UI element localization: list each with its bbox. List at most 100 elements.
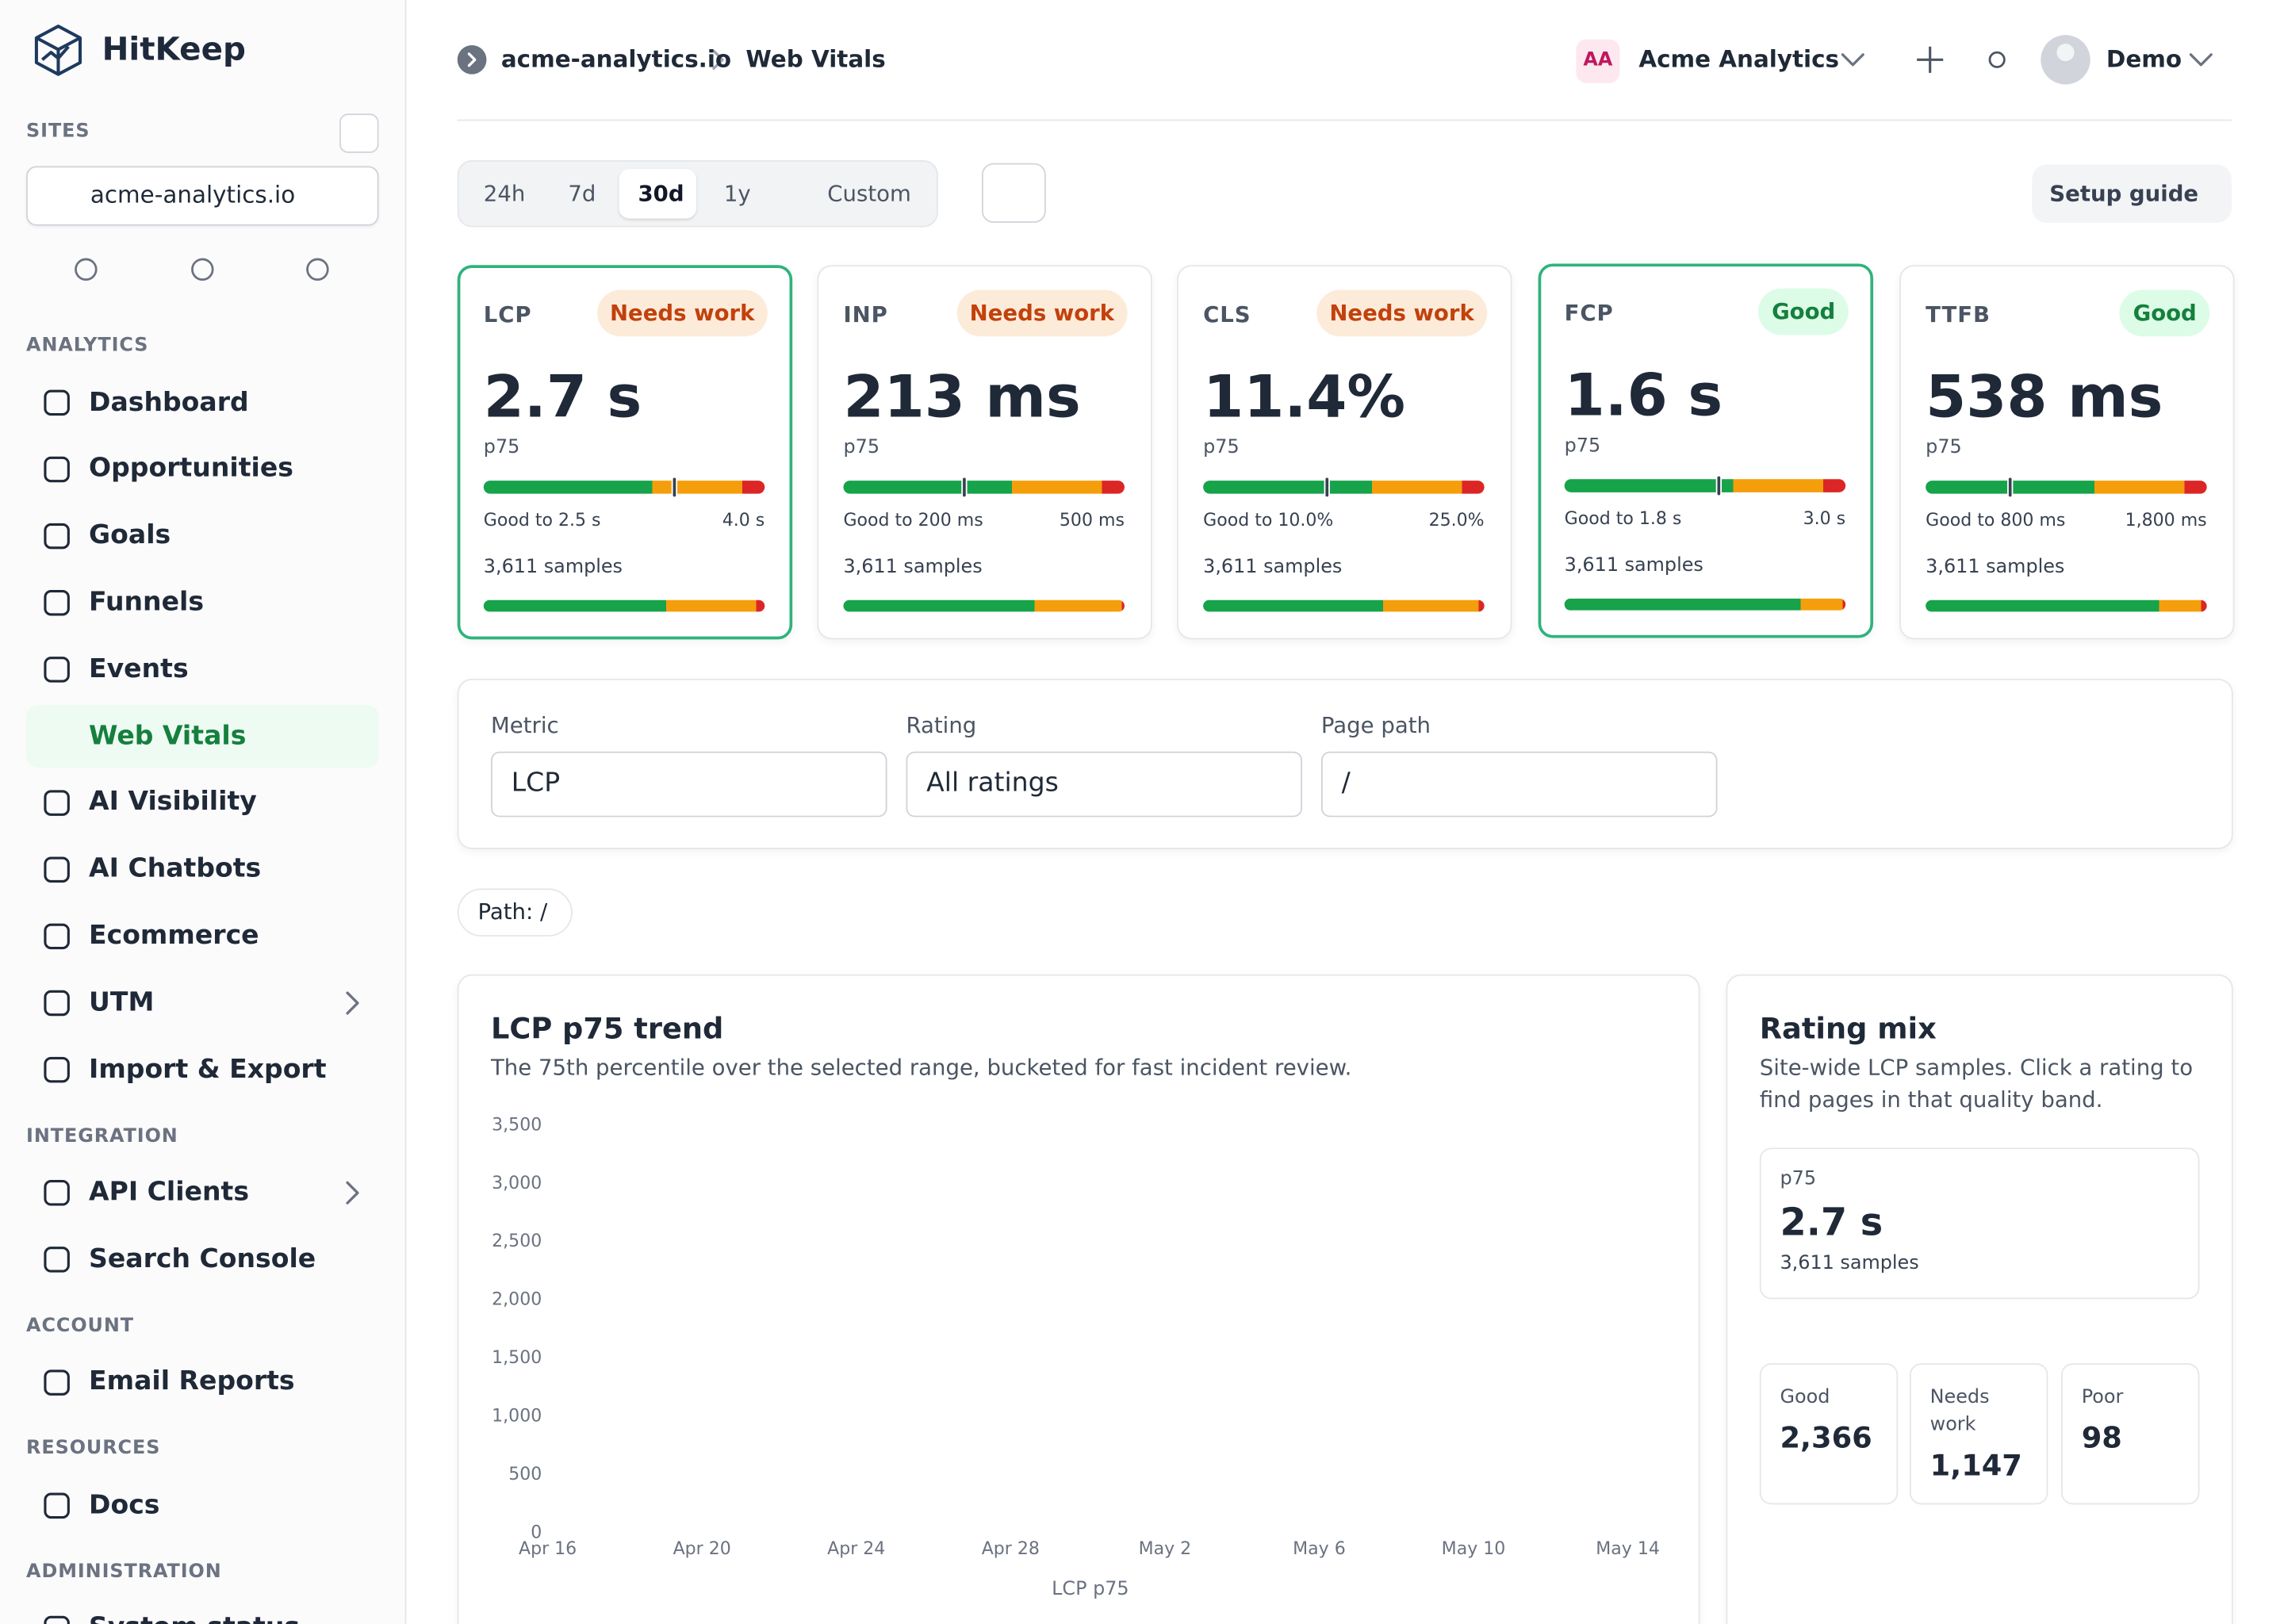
section-heading: SITES [26,121,90,144]
vital-card[interactable]: TTFB Good 538 ms p75 Good to 800 ms 1,800 ms 3… [1899,265,2235,640]
nav-active-bg [26,704,379,768]
section-heading: ACCOUNT [26,1315,134,1337]
legend-label[interactable]: LCP p75 [1052,1579,1129,1601]
vital-metric: LCP [483,301,532,328]
path-chip[interactable] [457,888,573,937]
filter-select[interactable] [1320,751,1718,818]
nav-item[interactable]: Dashboard [89,386,249,418]
user-avatar-head [2056,44,2075,62]
nav-item[interactable]: AI Chatbots [89,853,262,885]
range-group [457,160,938,228]
filter-select[interactable] [906,751,1303,818]
vital-status: Needs work [1316,289,1488,337]
nav-item[interactable]: AI Visibility [89,787,257,818]
vital-card[interactable]: INP Needs work 213 ms p75 Good to 200 ms 500 … [817,265,1152,640]
vital-good-threshold: Good to 10.0% [1203,509,1334,530]
x-tick-label: May 2 [1138,1538,1192,1559]
vital-stat: p75 [1926,437,1962,459]
filter-label: Page path [1320,712,1431,739]
breadcrumb-item[interactable]: acme-analytics.io [500,44,732,73]
y-tick-label: 3,000 [492,1172,542,1193]
nav-item[interactable]: Funnels [89,587,205,618]
add-icon [1917,46,1944,73]
vital-poor-threshold: 1,800 ms [2125,509,2207,530]
site-name: acme-analytics.io [90,180,296,209]
nav-item[interactable]: API Clients [89,1177,250,1208]
vital-good-threshold: Good to 2.5 s [483,509,601,530]
x-tick-label: Apr 24 [827,1538,886,1559]
y-tick-label: 3,500 [492,1114,542,1135]
vital-samples: 3,611 samples [1926,556,2065,579]
range-option[interactable]: 1y [723,180,751,207]
vital-metric: INP [843,301,888,328]
nav-item[interactable]: Search Console [89,1243,316,1274]
vital-samples: 3,611 samples [1203,556,1343,579]
vital-gauge [1564,479,1846,492]
nav-item[interactable]: Docs [89,1489,160,1521]
nav-item[interactable]: Email Reports [89,1366,295,1397]
range-option[interactable]: 24h [483,180,526,207]
setup-guide-button[interactable] [2032,164,2232,224]
nav-item[interactable]: Import & Export [89,1053,327,1085]
vital-poor-threshold: 500 ms [1059,509,1125,530]
rating-stat-label: p75 [1780,1168,1817,1190]
range-option[interactable]: 30d [638,180,684,207]
rating-value: 2,366 [1780,1419,1872,1454]
chevron-icon [467,52,477,67]
nav-item[interactable]: Goals [89,519,171,551]
rating-title: Rating mix [1759,1009,1937,1045]
nav-item[interactable]: Opportunities [89,453,293,485]
vital-stat: p75 [1564,435,1601,458]
range-active-bg [619,169,696,219]
rating-box[interactable]: Good 2,366 [1759,1363,1899,1505]
range-option[interactable]: Custom [827,180,911,207]
vital-stat: p75 [1203,437,1240,459]
vital-metric: FCP [1564,300,1614,327]
section-heading: ADMINISTRATION [26,1561,222,1584]
vital-sample-bar [843,599,1125,612]
filter-select[interactable] [490,751,887,818]
rating-box[interactable]: Poor 98 [2060,1363,2200,1505]
refresh-button[interactable] [981,163,1046,224]
vital-gauge [483,481,765,494]
vital-card[interactable]: FCP Good 1.6 s p75 Good to 1.8 s 3.0 s 3,611 s… [1538,263,1874,638]
vital-marker [1324,476,1330,499]
org-initials: AA [1583,49,1613,72]
header-divider [457,119,2232,121]
x-tick-label: Apr 16 [519,1538,577,1559]
breadcrumb-icon [457,44,487,75]
vital-marker [672,476,678,499]
nav-item[interactable]: Web Vitals [89,720,247,751]
nav-item[interactable]: UTM [89,986,155,1018]
vital-value: 11.4% [1203,364,1406,431]
vital-card[interactable]: CLS Needs work 11.4% p75 Good to 10.0% 25.0% 3… [1177,265,1512,640]
vital-card[interactable]: LCP Needs work 2.7 s p75 Good to 2.5 s 4.0 s 3… [457,265,793,640]
vital-value: 2.7 s [483,364,642,431]
vital-marker [2006,476,2014,499]
rating-name: Poor [2081,1386,2124,1409]
vital-samples: 3,611 samples [1564,554,1703,577]
rating-subtitle: Site-wide LCP samples. Click a rating to… [1759,1054,2194,1113]
rating-box[interactable]: Needs work 1,147 [1909,1363,2048,1505]
user-name[interactable]: Demo [2106,44,2182,73]
section-heading: INTEGRATION [26,1124,178,1147]
path-chip-label: Path: / [477,898,548,925]
x-tick-label: Apr 20 [673,1538,731,1559]
org-avatar [1576,39,1620,83]
rating-stat-box [1759,1147,2200,1300]
nav-item[interactable]: Events [89,653,189,684]
range-option[interactable]: 7d [568,180,596,207]
vital-gauge [843,481,1125,494]
filter-value: All ratings [926,767,1059,799]
rating-name: Good [1780,1386,1830,1409]
site-select[interactable] [26,166,379,226]
vital-poor-threshold: 3.0 s [1803,508,1846,529]
org-name[interactable]: Acme Analytics [1638,44,1840,73]
add-site-button[interactable] [339,113,379,153]
vital-sample-bar [1926,599,2207,612]
nav-item[interactable]: System status [89,1611,300,1624]
y-tick-label: 0 [531,1522,542,1543]
nav-item[interactable]: Ecommerce [89,920,259,952]
